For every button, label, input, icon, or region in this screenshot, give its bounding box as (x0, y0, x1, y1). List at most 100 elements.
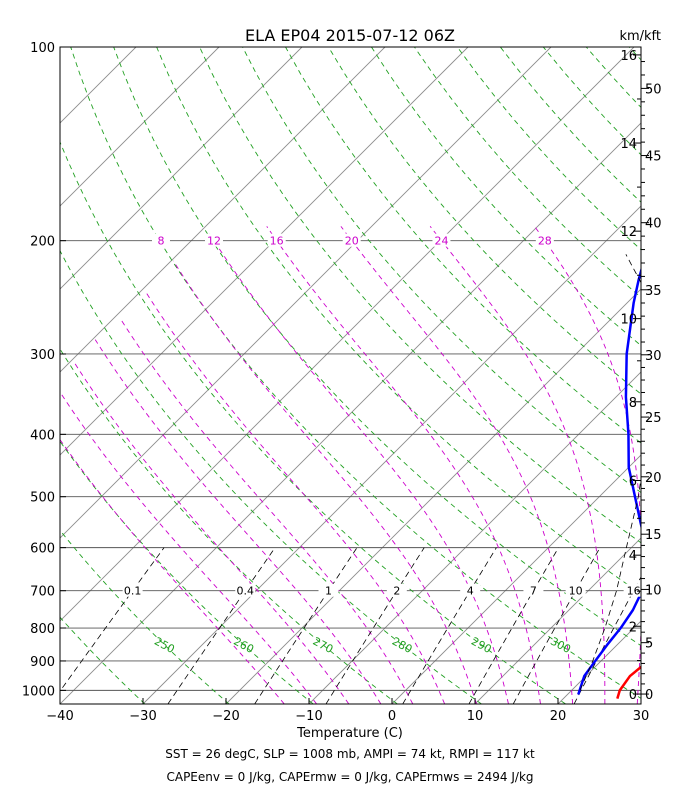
moist-adiabat-line (209, 233, 509, 704)
mixing-ratio-label: 2 (393, 585, 400, 598)
dry-adiabat-line (60, 529, 230, 704)
mixing-ratio-line (468, 547, 559, 704)
moist-adiabat-line (74, 362, 350, 704)
kft-tick-label: 30 (645, 349, 662, 364)
mixing-ratio-label: 4 (467, 585, 474, 598)
mixing-ratio-label-bg (460, 583, 481, 597)
km-tick-label: 10 (620, 313, 637, 328)
moist-adiabat-label-bg (204, 233, 223, 247)
kft-tick-label: 15 (645, 528, 662, 543)
moist-adiabat-label-bg (432, 233, 451, 247)
mixing-ratio-label: 0.4 (237, 585, 255, 598)
p-tick-label: 600 (30, 542, 55, 557)
mixing-ratio-line (254, 547, 358, 704)
kft-tick-label: 40 (645, 217, 662, 232)
mixing-ratio-line (402, 547, 497, 704)
p-tick-label: 900 (30, 655, 55, 670)
x-tick-label: 0 (388, 709, 396, 724)
moist-adiabat-label-bg (535, 233, 554, 247)
moist-adiabat-label: 8 (157, 235, 164, 248)
dry-adiabat-line (285, 47, 641, 444)
mixing-ratio-line (573, 576, 641, 704)
mixing-ratio-line (167, 547, 276, 704)
dry-adiabat-line (371, 47, 641, 347)
moist-adiabat-line (429, 226, 606, 704)
isotherm-line (308, 371, 641, 704)
isotherm-line (391, 454, 641, 704)
isotherm-line (60, 47, 635, 622)
moist-adiabat-line (60, 438, 285, 704)
kft-tick-label: 10 (645, 583, 662, 598)
km-tick-label: 2 (629, 620, 637, 635)
mixing-ratio-label-bg (235, 583, 256, 597)
km-tick-label: 0 (629, 688, 637, 703)
dry-adiabat-line (199, 47, 641, 544)
p-tick-label: 100 (30, 41, 55, 56)
p-tick-label: 400 (30, 428, 55, 443)
x-tick-label: −20 (212, 709, 239, 724)
right-axis-unit: km/kft (619, 29, 661, 44)
km-tick-label: 6 (629, 474, 637, 489)
isotherm-line (60, 47, 386, 373)
km-tick-label: 16 (620, 49, 637, 64)
isotherm-line (60, 47, 220, 207)
profile-dewpoint (577, 266, 641, 695)
mixing-ratio-label: 1 (325, 585, 332, 598)
isotherm-line (60, 47, 469, 456)
isotherm-line (60, 47, 552, 539)
p-tick-label: 500 (30, 491, 55, 506)
moist-adiabat-line (340, 226, 574, 704)
isotherm-line (60, 47, 303, 290)
moist-adiabat-label-bg (342, 233, 361, 247)
moist-adiabat-label-bg (151, 233, 170, 247)
mixing-ratio-label-bg (318, 583, 339, 597)
kft-tick-label: 25 (645, 411, 662, 426)
dry-adiabat-line (156, 47, 641, 595)
dry-adiabat-line (60, 348, 398, 704)
km-tick-label: 4 (629, 549, 637, 564)
isotherm-line (60, 122, 641, 704)
x-tick-label: 10 (467, 709, 484, 724)
mixing-ratio-label: 7 (530, 585, 537, 598)
moist-adiabat-label: 16 (270, 235, 284, 248)
mixing-ratio-label-bg (386, 583, 407, 597)
mixing-ratio-line (325, 547, 425, 704)
mixing-ratio-label-bg (623, 583, 644, 597)
kft-tick-label: 5 (645, 637, 653, 652)
moist-adiabat-line (266, 226, 541, 704)
kft-tick-label: 50 (645, 82, 662, 97)
chart-title: ELA EP04 2015-07-12 06Z (245, 26, 455, 45)
p-tick-label: 1000 (22, 684, 55, 699)
kft-tick-label: 45 (645, 150, 662, 165)
mixing-ratio-line (512, 547, 601, 704)
x-tick-label: −40 (46, 709, 73, 724)
km-tick-label: 14 (620, 137, 637, 152)
kft-tick-label: 0 (645, 688, 653, 703)
dry-adiabat-line (60, 616, 146, 704)
moist-adiabat-line (94, 339, 382, 704)
x-tick-label: −10 (295, 709, 322, 724)
footer-line-1: SST = 26 degC, SLP = 1008 mb, AMPI = 74 … (165, 747, 535, 761)
moist-adiabat-line (120, 319, 414, 704)
kft-tick-label: 20 (645, 471, 662, 486)
km-tick-label: 8 (629, 396, 637, 411)
moist-adiabat-label: 28 (538, 235, 552, 248)
moist-adiabat-label: 20 (345, 235, 359, 248)
dry-adiabat-line (60, 249, 482, 704)
p-tick-label: 300 (30, 348, 55, 363)
mixing-ratio-label-bg (565, 583, 586, 597)
dry-adiabat-line (113, 47, 641, 647)
x-tick-label: −30 (129, 709, 156, 724)
footer-line-2: CAPEenv = 0 J/kg, CAPErmw = 0 J/kg, CAPE… (166, 770, 533, 784)
moist-adiabat-label: 24 (434, 235, 448, 248)
x-tick-label: 20 (550, 709, 567, 724)
p-tick-label: 200 (30, 235, 55, 250)
moist-adiabat-line (172, 260, 477, 704)
mixing-ratio-label: 16 (627, 585, 641, 598)
mixing-ratio-line (60, 547, 165, 692)
x-axis-label: Temperature (C) (296, 726, 403, 741)
km-tick-label: 12 (620, 225, 637, 240)
mixing-ratio-label: 10 (569, 585, 583, 598)
plot-frame (59, 46, 642, 705)
mixing-ratio-label-bg (523, 583, 544, 597)
